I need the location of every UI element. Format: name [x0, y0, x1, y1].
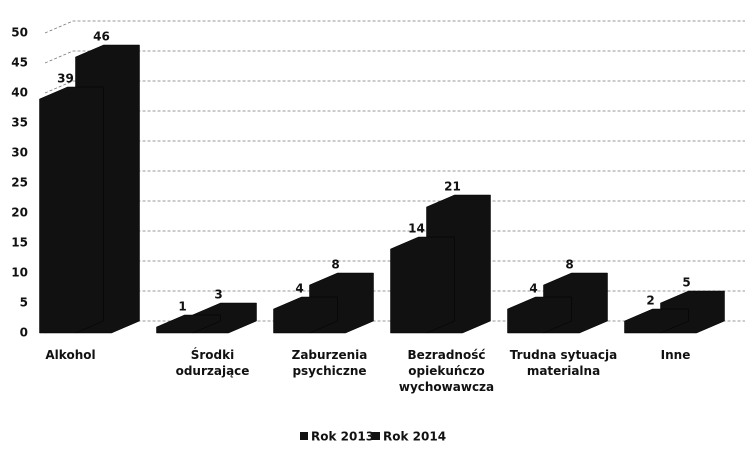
data-label: 4: [295, 282, 303, 296]
grid-line: [44, 140, 745, 154]
legend-label: Rok 2014: [383, 430, 446, 444]
y-tick-label: 0: [20, 326, 28, 340]
grid-line: [44, 50, 745, 64]
data-label: 46: [93, 30, 110, 44]
grid-line: [44, 170, 745, 184]
y-tick-label: 35: [11, 116, 28, 130]
bar: [273, 296, 338, 334]
data-label: 4: [529, 282, 537, 296]
y-tick-label: 20: [11, 206, 28, 220]
grid-line: [44, 110, 745, 124]
bar: [390, 236, 455, 334]
grid-line: [44, 80, 745, 94]
bar: [624, 308, 689, 334]
y-tick-label: 50: [11, 26, 28, 40]
x-tick-label: Inne: [660, 348, 691, 362]
y-tick-label: 15: [11, 236, 28, 250]
data-label: 2: [646, 294, 654, 308]
data-label: 5: [682, 276, 690, 290]
data-label: 3: [214, 288, 222, 302]
data-label: 21: [444, 180, 461, 194]
y-tick-label: 30: [11, 146, 28, 160]
x-tick-label: Bezradność opiekuńczo wychowawcza: [398, 348, 495, 394]
y-tick-label: 5: [20, 296, 28, 310]
y-tick-label: 10: [11, 266, 28, 280]
y-tick-label: 40: [11, 86, 28, 100]
data-label: 8: [565, 258, 573, 272]
data-label: 14: [408, 222, 425, 236]
legend-label: Rok 2013: [311, 430, 374, 444]
y-tick-label: 25: [11, 176, 28, 190]
grid-line: [44, 200, 745, 214]
x-tick-label: Trudna sytuacja materialna: [509, 348, 618, 378]
x-tick-label: Środki odurzające: [175, 348, 250, 378]
data-label: 1: [178, 300, 186, 314]
grid-line: [44, 20, 745, 34]
y-tick-label: 45: [11, 56, 28, 70]
bar: [39, 86, 104, 334]
data-label: 8: [331, 258, 339, 272]
grid-line: [44, 230, 745, 244]
bar: [156, 314, 221, 334]
legend-swatch: [300, 432, 308, 440]
data-label: 39: [57, 72, 74, 86]
legend-swatch: [372, 432, 380, 440]
bar: [507, 296, 572, 334]
x-tick-label: Alkohol: [45, 348, 96, 362]
x-tick-label: Zaburzenia psychiczne: [291, 348, 368, 378]
